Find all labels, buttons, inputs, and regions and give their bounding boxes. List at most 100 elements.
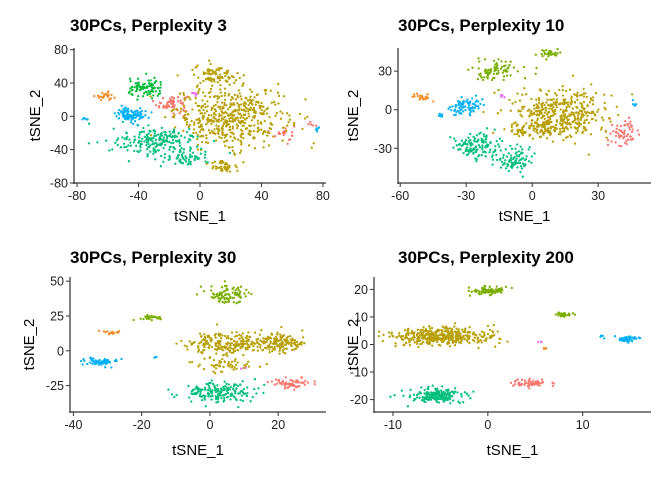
point: [237, 289, 240, 292]
point: [405, 332, 408, 335]
point: [509, 381, 513, 385]
point: [540, 382, 543, 385]
point: [182, 108, 185, 112]
point: [214, 103, 217, 107]
chart-title: 30PCs, Perplexity 10: [398, 16, 564, 35]
point: [282, 133, 285, 137]
point: [175, 135, 179, 138]
point: [236, 138, 240, 141]
point: [222, 388, 225, 392]
point: [469, 110, 472, 113]
point: [284, 352, 287, 355]
point: [528, 127, 531, 130]
point: [248, 335, 252, 339]
point: [483, 135, 486, 138]
point: [472, 390, 475, 393]
point: [537, 109, 540, 112]
point: [382, 333, 385, 337]
point: [531, 112, 534, 116]
point: [117, 111, 120, 115]
point: [207, 395, 210, 398]
point: [221, 75, 224, 79]
point: [315, 124, 318, 127]
point: [516, 161, 520, 165]
point: [203, 388, 207, 391]
point: [239, 149, 243, 152]
point: [144, 110, 147, 113]
point: [398, 334, 401, 337]
point: [200, 351, 203, 354]
point: [220, 161, 223, 165]
point: [458, 106, 461, 109]
point: [233, 152, 236, 155]
point: [484, 155, 487, 158]
point: [202, 128, 205, 132]
point: [552, 101, 555, 104]
point: [218, 166, 221, 169]
point: [628, 128, 631, 131]
point: [149, 130, 152, 133]
point: [629, 120, 632, 123]
point: [206, 105, 209, 108]
point: [226, 71, 229, 74]
point: [97, 360, 100, 364]
point: [192, 128, 196, 131]
point: [281, 335, 285, 338]
point: [603, 93, 606, 96]
point: [508, 98, 511, 102]
point: [574, 121, 577, 125]
point: [91, 362, 94, 365]
point: [494, 69, 497, 72]
point: [576, 95, 579, 98]
point: [289, 378, 292, 382]
point: [91, 359, 94, 362]
point: [426, 340, 429, 343]
point: [235, 165, 238, 169]
point: [409, 388, 412, 391]
point: [428, 336, 431, 339]
point: [495, 61, 498, 65]
point: [208, 118, 211, 122]
point: [627, 116, 631, 119]
point: [614, 134, 618, 138]
point: [240, 336, 243, 339]
point: [174, 162, 177, 165]
point: [224, 119, 227, 122]
point: [245, 362, 248, 366]
point: [620, 338, 623, 342]
point: [163, 143, 167, 147]
point: [237, 121, 241, 124]
point: [420, 333, 424, 337]
point: [126, 135, 129, 138]
point: [220, 111, 224, 114]
point: [266, 134, 269, 137]
point: [242, 161, 245, 164]
point: [228, 92, 231, 96]
point: [285, 129, 288, 132]
point: [178, 112, 181, 115]
point: [424, 330, 427, 333]
point: [167, 388, 170, 391]
point: [622, 136, 625, 140]
point: [426, 398, 429, 401]
point: [570, 135, 573, 139]
point: [218, 161, 222, 165]
point: [143, 86, 146, 89]
point: [295, 379, 298, 382]
point: [472, 152, 475, 155]
point: [421, 96, 424, 99]
series-2: [132, 280, 253, 322]
point: [275, 111, 279, 115]
scatter-points: [79, 280, 316, 409]
point: [237, 89, 240, 92]
point: [267, 144, 271, 147]
point: [197, 365, 200, 368]
point: [614, 141, 617, 144]
point: [102, 96, 105, 100]
point: [161, 140, 164, 144]
point: [562, 138, 565, 142]
point: [498, 137, 502, 140]
point: [526, 109, 530, 113]
point: [157, 106, 161, 109]
point: [235, 367, 238, 371]
